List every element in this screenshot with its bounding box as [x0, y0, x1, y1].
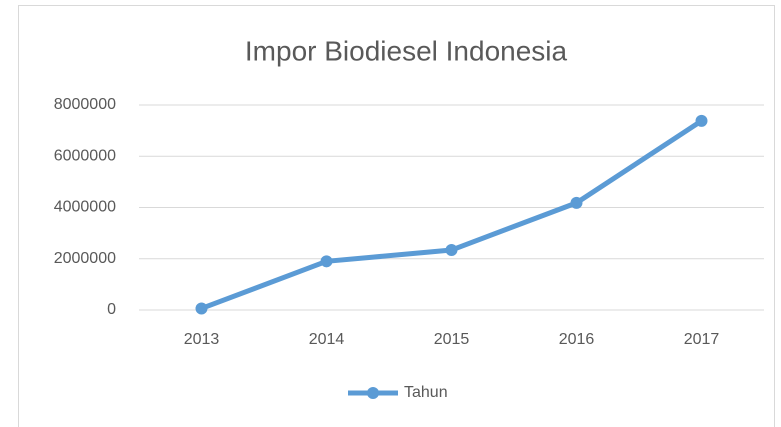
marker [570, 196, 583, 209]
y-tick-label: 4000000 [54, 199, 116, 216]
chart-border [18, 5, 775, 427]
x-tick-label: 2016 [559, 331, 595, 348]
marker [320, 255, 333, 268]
legend-label: Tahun [404, 384, 448, 401]
chart-title: Impor Biodiesel Indonesia [245, 35, 568, 66]
x-tick-label: 2013 [184, 331, 220, 348]
marker [445, 244, 458, 257]
y-tick-label: 8000000 [54, 96, 116, 113]
y-tick-label: 6000000 [54, 147, 116, 164]
marker [695, 114, 708, 127]
y-tick-label: 2000000 [54, 250, 116, 267]
x-tick-label: 2017 [684, 331, 720, 348]
y-tick-label: 0 [107, 301, 116, 318]
marker [195, 302, 208, 315]
legend-marker [367, 387, 379, 399]
x-tick-label: 2015 [434, 331, 470, 348]
x-tick-label: 2014 [309, 331, 345, 348]
